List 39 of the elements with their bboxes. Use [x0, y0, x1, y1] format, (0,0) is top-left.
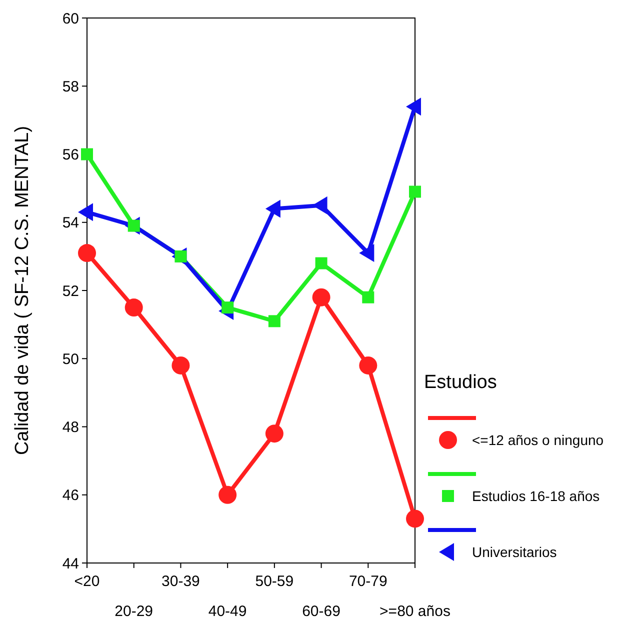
y-tick-label: 50 — [62, 350, 79, 368]
point — [359, 356, 378, 374]
x-tick-label: 20-29 — [114, 603, 154, 619]
y-axis-title: Calidad de vida ( SF-12 C.S. MENTAL) — [12, 126, 33, 456]
legend-label: Estudios 16-18 años — [472, 488, 600, 504]
point — [265, 424, 284, 443]
x-tick-label: 70-79 — [348, 573, 388, 590]
point — [362, 291, 374, 304]
y-tick-label: 46 — [62, 487, 79, 504]
x-tick-label: >=80 años — [380, 603, 450, 619]
point — [172, 356, 190, 374]
y-tick-label: 44 — [62, 555, 79, 572]
point — [315, 257, 328, 270]
point — [124, 298, 143, 317]
y-tick-label: 60 — [62, 10, 79, 28]
point — [78, 203, 93, 222]
x-tick-label: 60-69 — [302, 603, 340, 619]
x-tick-label: 40-49 — [208, 603, 247, 619]
point — [78, 244, 96, 262]
point — [265, 200, 280, 218]
y-tick-label: 58 — [62, 78, 79, 96]
point — [406, 98, 421, 116]
y-tick-label: 52 — [62, 282, 79, 300]
point — [312, 288, 330, 306]
x-tick-label: 50-59 — [255, 573, 294, 590]
x-tick-label: <20 — [74, 573, 100, 590]
point — [409, 186, 421, 198]
y-tick-label: 56 — [62, 146, 79, 164]
legend-label: Universitarios — [472, 544, 557, 560]
point — [406, 510, 424, 528]
point — [268, 315, 280, 328]
legend-title: Estudios — [424, 372, 497, 393]
y-tick-label: 54 — [62, 214, 79, 232]
y-tick-label: 48 — [62, 419, 79, 436]
point — [218, 486, 237, 504]
x-tick-label: 30-39 — [162, 573, 200, 590]
point — [81, 148, 93, 160]
point — [359, 244, 374, 262]
legend-label: <=12 años o ninguno — [472, 432, 604, 448]
